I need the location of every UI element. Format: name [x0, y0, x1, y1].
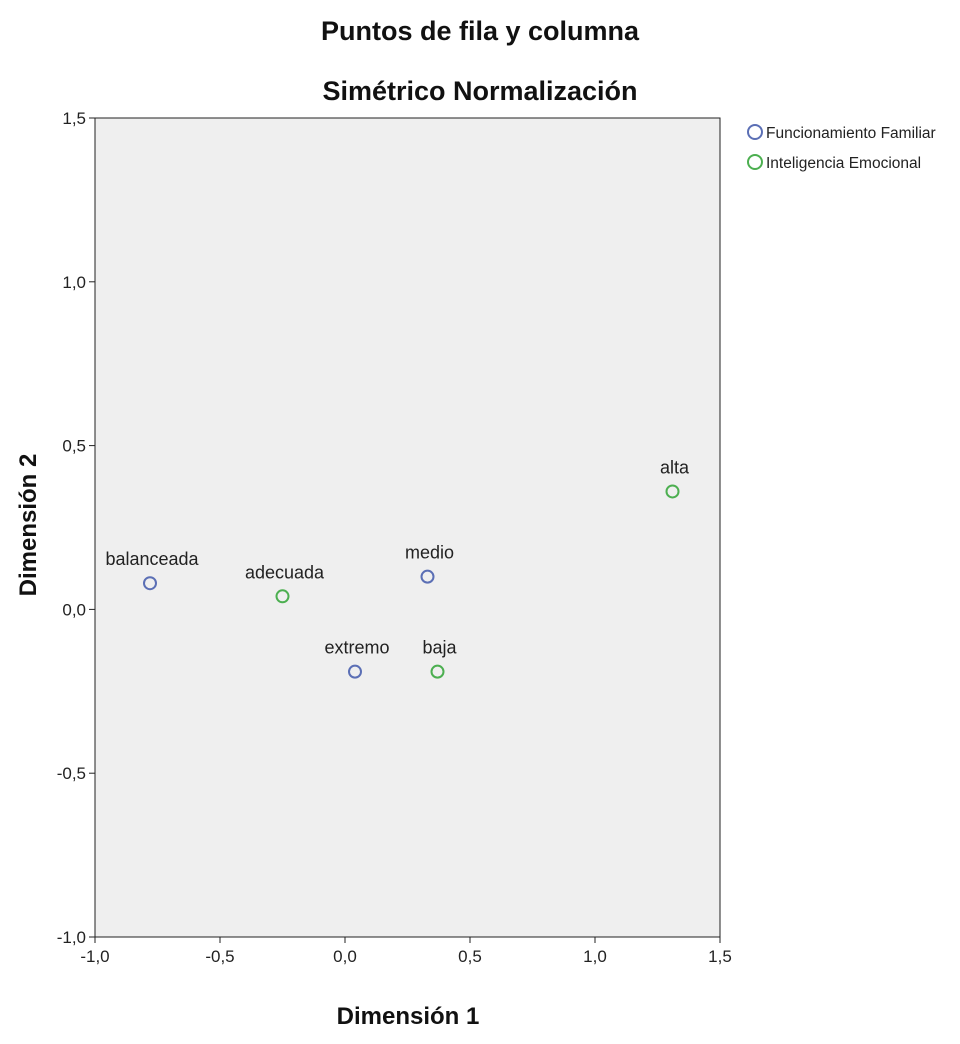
y-axis-label: Dimensión 2: [15, 454, 42, 597]
data-point: [143, 576, 157, 591]
y-tick-label: 0,0: [62, 600, 86, 619]
chart-title: Puntos de fila y columna: [321, 16, 640, 46]
data-point-label: baja: [422, 638, 457, 658]
y-tick-label: -1,0: [57, 928, 86, 947]
data-point: [665, 484, 680, 499]
data-point: [275, 589, 290, 604]
data-point-label: extremo: [324, 638, 389, 658]
data-point: [420, 569, 435, 584]
y-tick-label: -0,5: [57, 764, 86, 783]
data-point: [348, 664, 362, 679]
x-tick-label: 0,0: [333, 947, 357, 966]
y-tick-label: 1,0: [62, 273, 86, 292]
y-tick-label: 1,5: [62, 109, 86, 128]
legend-label: Inteligencia Emocional: [766, 155, 921, 172]
data-point-label: alta: [660, 457, 690, 477]
legend-label: Funcionamiento Familiar: [766, 125, 936, 142]
x-tick-label: 1,5: [708, 947, 732, 966]
x-tick-label: 1,0: [583, 947, 607, 966]
x-tick-label: 0,5: [458, 947, 482, 966]
chart-subtitle: Simétrico Normalización: [322, 76, 637, 106]
plot-area: [94, 117, 721, 938]
data-point-label: adecuada: [245, 562, 325, 582]
legend-marker: [747, 124, 763, 140]
y-tick-label: 0,5: [62, 437, 86, 456]
legend-marker: [747, 154, 763, 170]
data-point: [430, 664, 445, 679]
x-tick-label: -1,0: [80, 947, 109, 966]
data-point-label: medio: [405, 543, 454, 563]
data-point-label: balanceada: [105, 549, 199, 569]
x-tick-label: -0,5: [205, 947, 234, 966]
x-axis-label: Dimensión 1: [337, 1003, 480, 1030]
